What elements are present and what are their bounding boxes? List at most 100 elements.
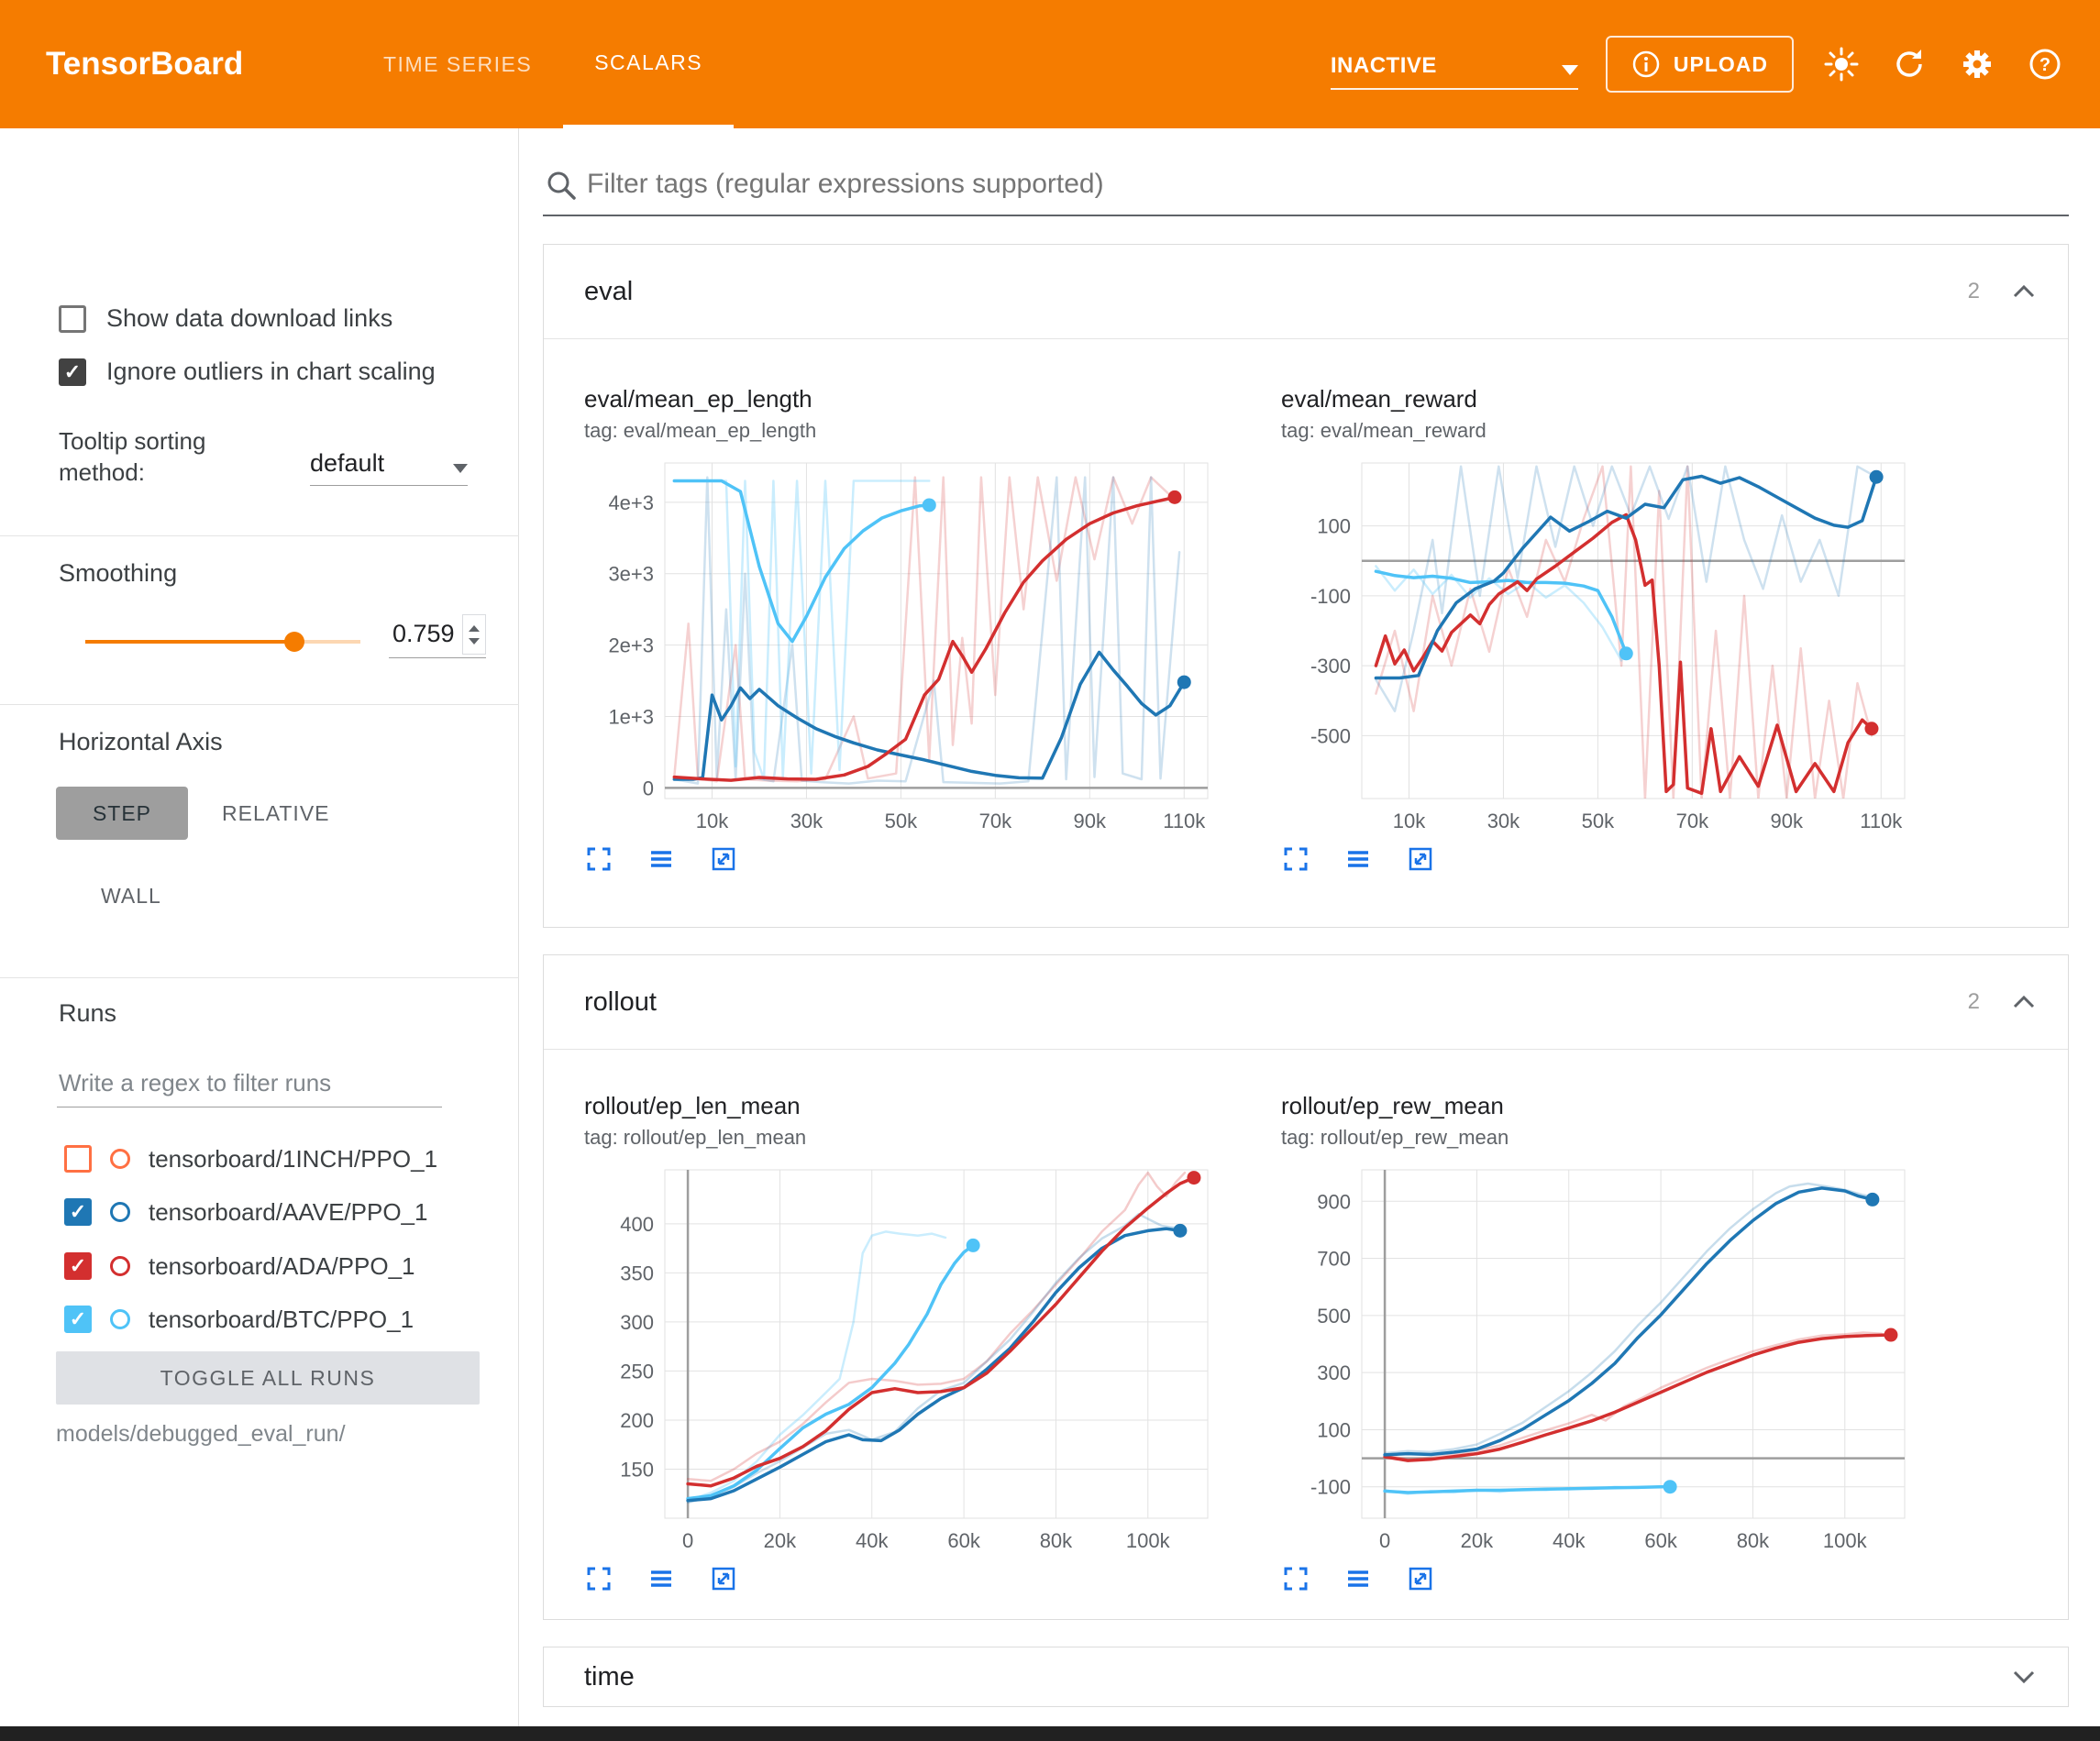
chart-eval-mean-ep-length: eval/mean_ep_length tag: eval/mean_ep_le… [584,385,1217,874]
stepper-down-icon[interactable] [469,637,480,645]
expand-chart-icon[interactable] [584,1564,613,1593]
horizontal-axis-label: Horizontal Axis [59,728,223,755]
smoothing-slider[interactable] [85,632,360,652]
svg-text:150: 150 [620,1458,654,1481]
run-checkbox[interactable]: ✓ [64,1198,92,1226]
tab-time-series[interactable]: TIME SERIES [383,51,533,76]
section-eval-header[interactable]: eval 2 [544,245,2068,339]
smoothing-slider-thumb[interactable] [283,632,304,652]
svg-text:0: 0 [682,1529,693,1552]
toggle-all-runs-button[interactable]: TOGGLE ALL RUNS [56,1351,480,1405]
brightness-icon[interactable] [1821,44,1862,84]
chart-tag: tag: eval/mean_reward [1281,419,1487,442]
chart-canvas[interactable]: 0 20k 40k 60k 80k 100k 150 200 250 300 350 400 [584,1159,1217,1560]
tab-scalars[interactable]: SCALARS [563,0,735,128]
smoothing-label: Smoothing [59,559,178,587]
run-label: tensorboard/BTC/PPO_1 [149,1305,414,1333]
section-time-header[interactable]: time [544,1647,2068,1706]
svg-text:250: 250 [620,1360,654,1383]
run-checkbox[interactable]: ✓ [64,1145,92,1173]
expand-chart-icon[interactable] [584,844,613,874]
smoothing-value: 0.759 [392,620,455,647]
horizontal-scrollbar[interactable] [0,1726,2100,1741]
svg-text:90k: 90k [1771,810,1804,832]
nav-tabs: TIME SERIES SCALARS [352,0,735,128]
run-row-1inch[interactable]: ✓ tensorboard/1INCH/PPO_1 [64,1139,437,1179]
runs-filter-placeholder: Write a regex to filter runs [59,1069,332,1096]
run-color-indicator [110,1149,130,1169]
chart-title: rollout/ep_rew_mean [1281,1092,1504,1119]
runs-list-icon[interactable] [1343,1564,1373,1593]
svg-text:100k: 100k [1126,1529,1171,1552]
runs-list-icon[interactable] [647,844,676,874]
chart-canvas[interactable]: 10k 30k 50k 70k 90k 110k -500 -300 -100 100 [1281,452,1914,841]
app-header: TensorBoard TIME SERIES SCALARS INACTIVE… [0,0,2100,128]
status-label: INACTIVE [1330,53,1437,78]
show-download-links-checkbox[interactable]: ✓ [59,304,86,333]
run-checkbox[interactable]: ✓ [64,1252,92,1280]
ignore-outliers-row[interactable]: ✓ Ignore outliers in chart scaling [59,358,436,386]
chart-tag: tag: rollout/ep_rew_mean [1281,1126,1509,1149]
run-row-btc[interactable]: ✓ tensorboard/BTC/PPO_1 [64,1299,414,1339]
settings-gear-icon[interactable] [1957,44,1997,84]
fit-domain-icon[interactable] [1406,1564,1435,1593]
fit-domain-icon[interactable] [709,844,738,874]
svg-text:70k: 70k [1676,810,1709,832]
axis-wall-button[interactable]: WALL [101,883,161,908]
chevron-down-icon[interactable] [2011,1669,2037,1685]
chart-actions [1281,1564,1914,1593]
svg-text:4e+3: 4e+3 [608,491,654,514]
svg-text:20k: 20k [764,1529,797,1552]
section-rollout-header[interactable]: rollout 2 [544,955,2068,1050]
svg-text:500: 500 [1317,1305,1351,1328]
filter-tags-input[interactable]: Filter tags (regular expressions support… [543,161,2069,216]
axis-relative-button[interactable]: RELATIVE [222,800,330,825]
svg-text:70k: 70k [979,810,1012,832]
upload-button[interactable]: UPLOAD [1605,36,1794,93]
expand-chart-icon[interactable] [1281,844,1310,874]
section-chart-count: 2 [1967,989,1980,1014]
smoothing-stepper[interactable] [462,614,486,655]
svg-text:0: 0 [643,777,654,799]
runs-base-path: models/debugged_eval_run/ [56,1421,346,1447]
svg-text:40k: 40k [856,1529,889,1552]
svg-text:400: 400 [620,1213,654,1236]
svg-text:-300: -300 [1310,655,1351,678]
ignore-outliers-checkbox[interactable]: ✓ [59,358,86,386]
svg-text:100k: 100k [1823,1529,1868,1552]
fit-domain-icon[interactable] [1406,844,1435,874]
stepper-up-icon[interactable] [469,624,480,632]
section-title: rollout [584,986,657,1017]
runs-list-icon[interactable] [647,1564,676,1593]
chart-canvas[interactable]: 0 20k 40k 60k 80k 100k -100 100 300 500 700 900 [1281,1159,1914,1560]
tooltip-sorting-select[interactable]: default [310,442,468,486]
divider [0,977,519,978]
run-checkbox[interactable]: ✓ [64,1306,92,1333]
show-download-links-row[interactable]: ✓ Show data download links [59,304,392,333]
chevron-up-icon[interactable] [2011,994,2037,1010]
chart-actions [1281,844,1914,874]
run-label: tensorboard/AAVE/PPO_1 [149,1197,428,1226]
section-title: time [584,1661,635,1691]
runs-list-icon[interactable] [1343,844,1373,874]
help-icon[interactable]: ? [2025,44,2065,84]
expand-chart-icon[interactable] [1281,1564,1310,1593]
filter-tags-underline [543,215,2069,216]
chevron-up-icon[interactable] [2011,283,2037,300]
section-rollout: rollout 2 rollout/ep_len_mean tag: rollo… [543,954,2069,1620]
status-dropdown[interactable]: INACTIVE [1330,39,1578,90]
run-row-ada[interactable]: ✓ tensorboard/ADA/PPO_1 [64,1246,415,1286]
smoothing-value-field[interactable]: 0.759 [389,612,486,658]
run-color-indicator [110,1202,130,1222]
run-row-aave[interactable]: ✓ tensorboard/AAVE/PPO_1 [64,1192,427,1232]
chart-title: rollout/ep_len_mean [584,1092,801,1119]
chart-canvas[interactable]: 10k 30k 50k 70k 90k 110k 0 1e+3 2e+3 3e+3 4e+3 [584,452,1217,841]
svg-text:2e+3: 2e+3 [608,634,654,657]
axis-step-button[interactable]: STEP [56,787,188,840]
fit-domain-icon[interactable] [709,1564,738,1593]
refresh-icon[interactable] [1889,44,1929,84]
runs-filter-input[interactable]: Write a regex to filter runs [57,1062,442,1107]
chart-rollout-ep-len-mean: rollout/ep_len_mean tag: rollout/ep_len_… [584,1092,1217,1593]
svg-text:10k: 10k [1393,810,1426,832]
